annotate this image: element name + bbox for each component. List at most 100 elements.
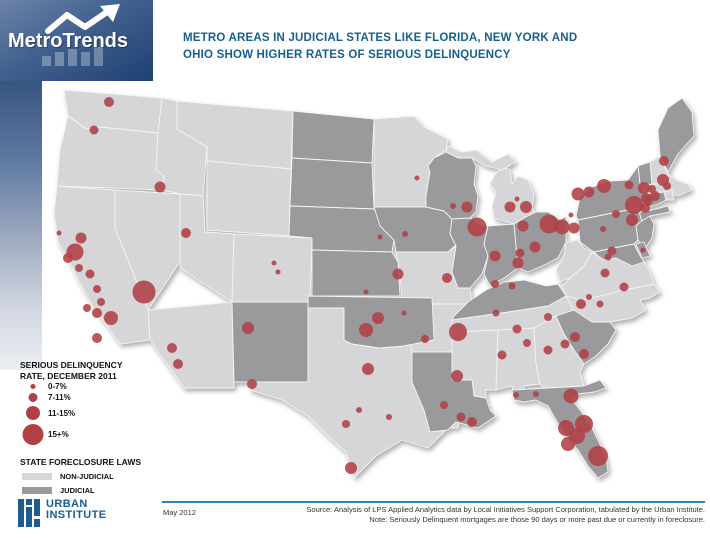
metro-circle [271,260,277,266]
metro-circle [450,203,456,209]
metro-circle [604,253,612,261]
metro-circle [63,253,73,263]
legend-law-swatch [22,487,52,494]
legend-size-circle-icon [22,424,44,445]
metro-circle [440,401,448,409]
state-fl [511,379,609,479]
legend-size-circle-icon [26,406,40,420]
metro-circle [543,345,553,355]
metro-circle [414,175,420,181]
metro-circle [56,230,62,236]
metro-circle [563,388,579,404]
state-nm [231,301,309,383]
metro-circle [571,187,585,201]
legend-rate-title: SERIOUS DELINQUENCY RATE, DECEMBER 2011 [20,360,123,381]
metro-circle [659,156,669,166]
metro-circle [92,308,102,318]
metro-circle [363,289,369,295]
metro-circle [600,226,606,232]
state-md [593,243,645,267]
metro-circle [600,268,610,278]
metro-circle [489,250,501,262]
trend-arrow-icon [45,4,120,34]
metrotrends-logo-art [42,4,120,66]
legend-size-label: 7-11% [48,393,71,402]
metro-circle [456,412,466,422]
metro-circle [619,282,629,292]
metro-circle [596,300,604,308]
metro-circle [342,420,350,428]
legend-law-rows: NON-JUDICIAL JUDICIAL [20,472,150,495]
metro-circle [517,220,529,232]
metro-circle [104,97,114,107]
metro-circle [359,323,373,337]
footer-note: Note: Seriously Delinquent mortgages are… [369,515,705,524]
metro-circle [247,379,257,389]
metro-circle [75,264,83,272]
metro-circle [626,214,638,226]
metro-circle [467,417,477,427]
metro-circle [154,181,166,193]
urban-institute-icon [18,499,40,527]
metro-circle [93,285,101,293]
metro-circle [442,273,452,283]
metro-circle [544,313,552,321]
legend-size-circle-icon [30,384,36,389]
legend-law-swatch [22,473,52,480]
metro-circle [529,241,541,253]
metrotrends-logo-text: MetroTrends [8,30,129,52]
metro-circle [625,196,643,214]
legend-size-label: 0-7% [48,382,67,391]
metro-circle [560,339,570,349]
metro-circle [624,180,634,190]
metro-circle [181,228,191,238]
state-ok [307,295,435,349]
legend-law-item: JUDICIAL [20,486,150,495]
metro-circle [515,248,525,258]
metro-circle [345,462,357,474]
metro-circle [421,335,429,343]
state-co [231,233,313,303]
metro-circle [508,282,516,290]
metro-circle [356,407,362,413]
legend-size-item: 0-7% [20,382,150,391]
metro-circle [648,185,656,193]
metro-circle [461,201,473,213]
metro-circle [467,217,487,237]
legend-size-label: 11-15% [48,408,76,418]
footer-source: Source: Analysis of LPS Applied Analytic… [306,505,705,514]
metro-circle [539,214,559,234]
legend: SERIOUS DELINQUENCY RATE, DECEMBER 2011 … [20,360,150,495]
metro-circle [392,268,404,280]
metro-circle [104,311,118,325]
metro-circle [377,234,383,240]
left-gradient-strip [0,75,42,370]
metro-circle [497,350,507,360]
state-in [483,223,519,287]
metro-circle [512,257,524,269]
footer-divider-line [162,501,705,503]
metro-circle [89,125,99,135]
state-nd [291,110,375,164]
metro-circle [491,280,499,288]
state-az [147,301,235,389]
metro-circle [561,437,575,451]
legend-law-label: NON-JUDICIAL [60,472,114,481]
metro-circle [533,391,539,397]
metro-circle [402,231,408,237]
metro-circles-layer [56,97,671,474]
legend-size-circle-icon [28,393,38,402]
state-ks [311,249,401,297]
metro-circle [576,299,586,309]
metro-circle [579,349,589,359]
metro-circle [514,196,520,202]
page-title-line2: OHIO SHOW HIGHER RATES OF SERIOUS DELINQ… [183,49,511,61]
legend-law-item: NON-JUDICIAL [20,472,150,481]
state-nj [635,215,655,251]
metro-circle [554,219,570,235]
footer-source-note: Source: Analysis of LPS Applied Analytic… [157,505,705,525]
legend-law-label: JUDICIAL [60,486,95,495]
metro-circle [597,179,611,193]
metro-circle [638,182,650,194]
metro-circle [372,312,384,324]
